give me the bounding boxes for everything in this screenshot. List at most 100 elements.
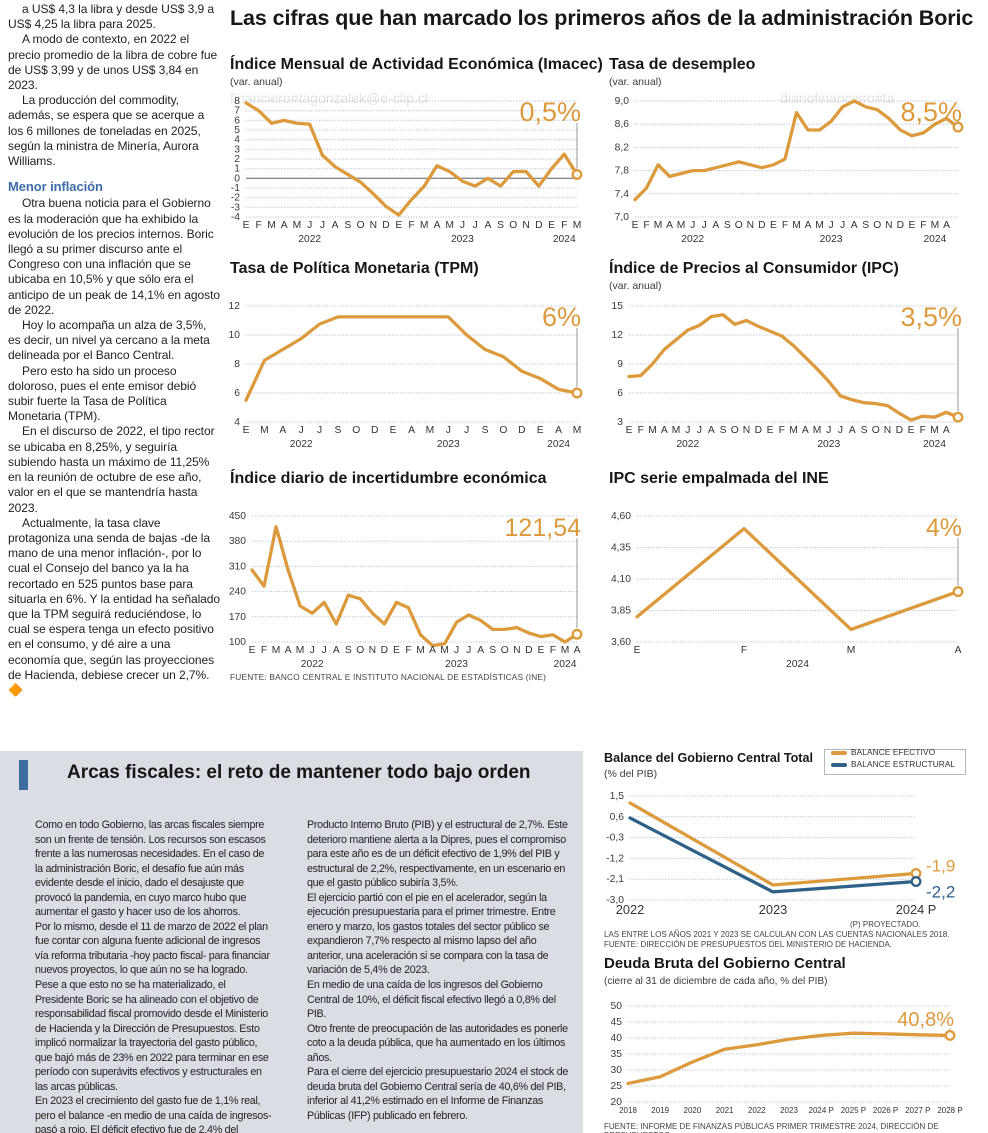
svg-text:7,8: 7,8: [615, 166, 630, 177]
svg-text:D: D: [525, 645, 532, 656]
svg-text:S: S: [720, 425, 727, 436]
svg-text:O: O: [509, 220, 517, 231]
svg-text:J: J: [322, 645, 327, 656]
svg-text:M: M: [267, 220, 276, 231]
svg-text:4: 4: [234, 417, 240, 428]
svg-text:2023: 2023: [759, 902, 787, 917]
svg-text:-2,2: -2,2: [926, 883, 955, 902]
svg-text:J: J: [320, 220, 325, 231]
svg-text:S: S: [724, 220, 731, 231]
svg-text:240: 240: [229, 587, 246, 598]
svg-text:-4: -4: [231, 212, 240, 223]
svg-text:121,54: 121,54: [505, 514, 582, 542]
svg-text:25: 25: [611, 1081, 623, 1092]
svg-text:J: J: [317, 425, 322, 436]
svg-text:M: M: [573, 220, 582, 231]
svg-text:E: E: [908, 220, 915, 231]
svg-text:A: A: [943, 220, 950, 231]
svg-text:A: A: [555, 425, 562, 436]
svg-text:J: J: [829, 220, 834, 231]
svg-text:-1,2: -1,2: [606, 853, 624, 864]
svg-text:M: M: [561, 645, 570, 656]
svg-text:A: A: [574, 645, 581, 656]
svg-text:A: A: [849, 425, 856, 436]
svg-text:M: M: [672, 425, 681, 436]
svg-text:40: 40: [611, 1033, 623, 1044]
svg-text:2023: 2023: [445, 659, 468, 670]
svg-text:100: 100: [229, 637, 246, 648]
svg-text:E: E: [626, 425, 633, 436]
svg-text:3,5%: 3,5%: [900, 302, 962, 332]
svg-text:F: F: [561, 220, 567, 231]
svg-text:O: O: [499, 425, 507, 436]
svg-text:E: E: [390, 425, 397, 436]
svg-text:D: D: [897, 220, 904, 231]
svg-text:2022: 2022: [676, 439, 699, 450]
svg-text:O: O: [872, 425, 880, 436]
svg-text:E: E: [634, 645, 641, 656]
svg-text:M: M: [677, 220, 686, 231]
svg-text:8,5%: 8,5%: [900, 97, 962, 127]
svg-text:E: E: [243, 425, 250, 436]
svg-text:-2,1: -2,1: [606, 874, 624, 885]
svg-text:10: 10: [229, 330, 241, 341]
svg-text:N: N: [884, 425, 891, 436]
svg-text:M: M: [440, 645, 449, 656]
svg-text:J: J: [460, 220, 465, 231]
svg-text:E: E: [770, 220, 777, 231]
svg-text:A: A: [429, 645, 436, 656]
svg-text:F: F: [920, 425, 926, 436]
svg-text:M: M: [416, 645, 425, 656]
svg-text:4,60: 4,60: [611, 511, 631, 522]
svg-text:E: E: [393, 645, 400, 656]
svg-text:F: F: [643, 220, 649, 231]
svg-text:M: M: [930, 425, 939, 436]
svg-text:O: O: [731, 425, 739, 436]
svg-text:O: O: [352, 425, 360, 436]
svg-text:M: M: [293, 220, 302, 231]
svg-text:N: N: [522, 220, 529, 231]
svg-text:N: N: [885, 220, 892, 231]
svg-text:N: N: [747, 220, 754, 231]
svg-text:2027 P: 2027 P: [905, 1106, 930, 1115]
svg-text:2023: 2023: [817, 439, 840, 450]
svg-text:F: F: [550, 645, 556, 656]
svg-text:7,0: 7,0: [615, 212, 630, 223]
svg-text:N: N: [370, 220, 377, 231]
svg-text:2026 P: 2026 P: [873, 1106, 898, 1115]
svg-text:E: E: [395, 220, 402, 231]
svg-text:A: A: [851, 220, 858, 231]
svg-text:M: M: [789, 425, 798, 436]
svg-text:2024: 2024: [786, 659, 809, 670]
svg-text:12: 12: [229, 301, 241, 312]
svg-text:4,10: 4,10: [611, 574, 631, 585]
svg-text:F: F: [256, 220, 262, 231]
svg-text:15: 15: [612, 301, 624, 312]
svg-text:E: E: [548, 220, 555, 231]
svg-text:J: J: [299, 425, 304, 436]
svg-text:E: E: [243, 220, 250, 231]
svg-text:-1,9: -1,9: [926, 856, 955, 875]
svg-text:30: 30: [611, 1065, 623, 1076]
svg-text:M: M: [648, 425, 657, 436]
svg-text:310: 310: [229, 561, 246, 572]
svg-text:A: A: [708, 425, 715, 436]
svg-text:6: 6: [234, 388, 240, 399]
svg-text:2024: 2024: [923, 439, 946, 450]
svg-text:J: J: [446, 425, 451, 436]
svg-text:E: E: [249, 645, 256, 656]
svg-text:2023: 2023: [451, 234, 474, 245]
svg-text:F: F: [782, 220, 788, 231]
svg-text:6%: 6%: [542, 302, 581, 332]
svg-text:2024: 2024: [553, 234, 576, 245]
svg-text:A: A: [279, 425, 286, 436]
svg-text:D: D: [518, 425, 525, 436]
svg-text:N: N: [513, 645, 520, 656]
svg-text:2025 P: 2025 P: [841, 1106, 866, 1115]
svg-text:2019: 2019: [651, 1106, 669, 1115]
svg-text:S: S: [489, 645, 496, 656]
svg-text:J: J: [473, 220, 478, 231]
svg-text:2022: 2022: [298, 234, 321, 245]
svg-text:F: F: [741, 645, 747, 656]
svg-text:2024: 2024: [554, 659, 577, 670]
